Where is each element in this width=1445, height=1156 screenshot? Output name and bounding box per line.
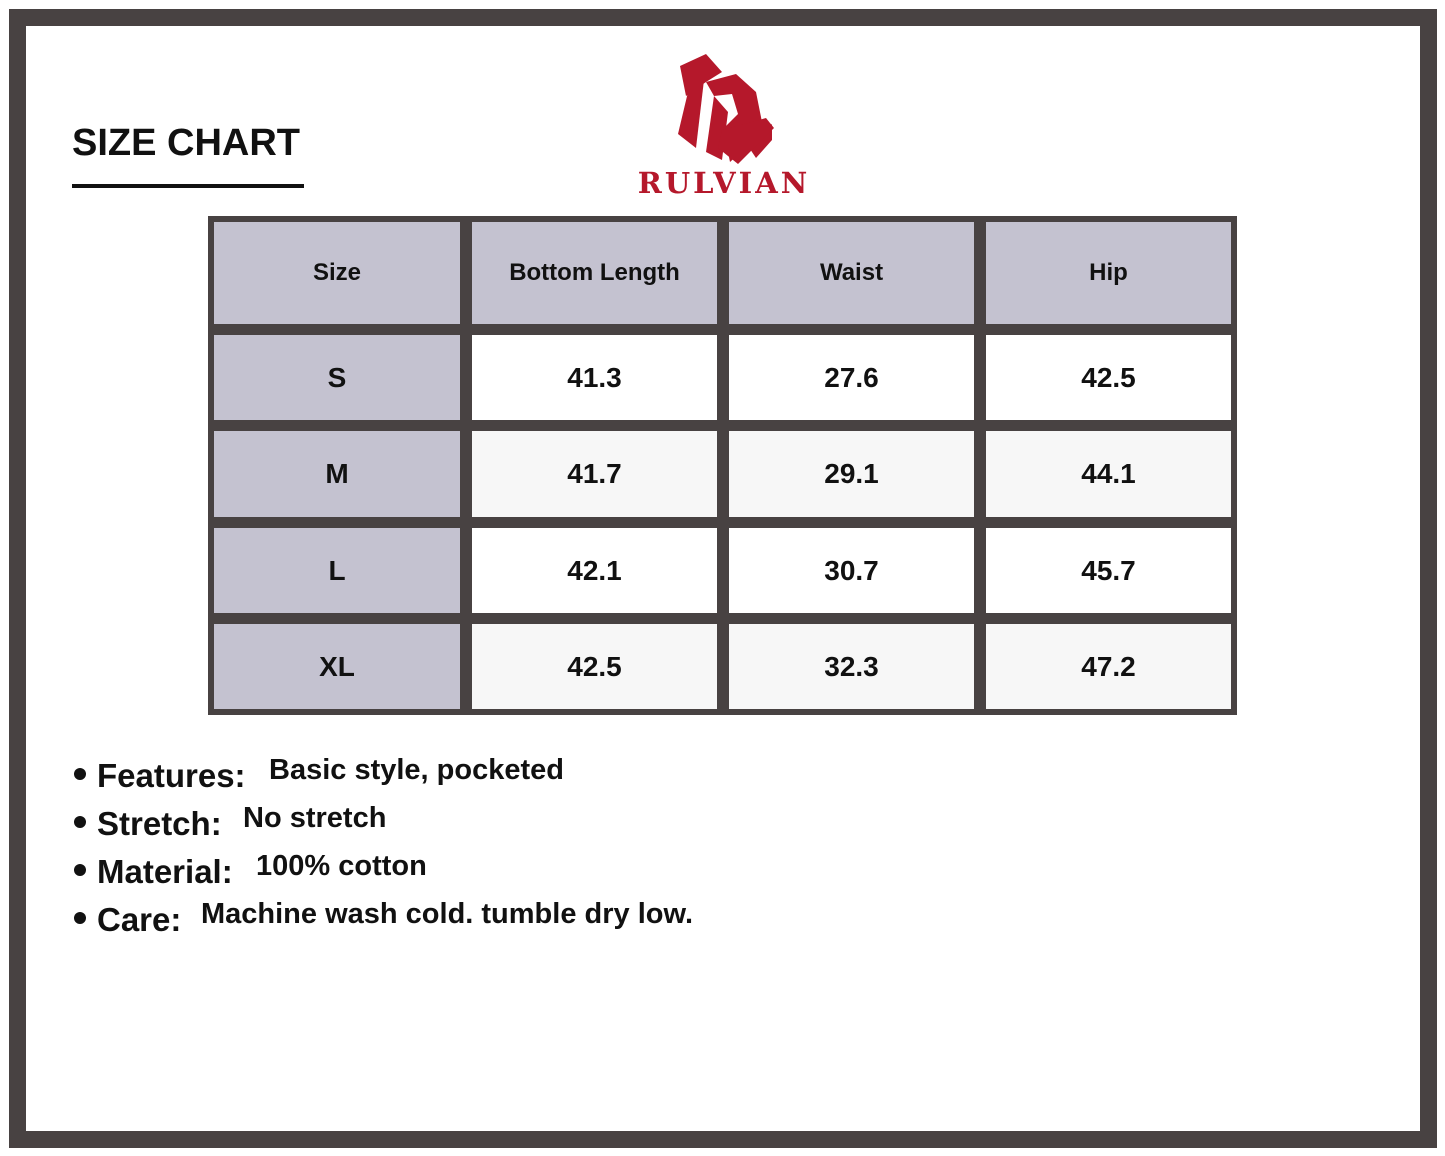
table-cell: 41.3 xyxy=(472,335,717,420)
feature-label: Stretch: xyxy=(97,805,222,842)
table-cell: 42.1 xyxy=(472,528,717,613)
feature-label: Material: xyxy=(97,853,233,890)
table-cell: 29.1 xyxy=(729,431,974,517)
table-cell: 41.7 xyxy=(472,431,717,517)
table-cell: 27.6 xyxy=(729,335,974,420)
table-cell: 42.5 xyxy=(986,335,1231,420)
table-cell: 42.5 xyxy=(472,624,717,709)
table-header-cell: Size xyxy=(214,222,460,324)
bullet-icon xyxy=(74,864,86,876)
page-title: SIZE CHART xyxy=(72,122,300,164)
brand-name: RULVIAN xyxy=(637,166,811,200)
size-table: Size Bottom Length Waist Hip S 41.3 27.6 42.5 M 4… xyxy=(208,216,1237,715)
feature-label: Features: xyxy=(97,757,246,794)
bullet-icon xyxy=(74,912,86,924)
table-cell: 45.7 xyxy=(986,528,1231,613)
feature-value: No stretch xyxy=(243,802,387,834)
size-label-cell: M xyxy=(214,431,460,517)
table-header-cell: Waist xyxy=(729,222,974,324)
table-cell: 30.7 xyxy=(729,528,974,613)
feature-value: 100% cotton xyxy=(256,850,427,882)
feature-label: Care: xyxy=(97,901,182,938)
table-cell: 44.1 xyxy=(986,431,1231,517)
table-cell: 32.3 xyxy=(729,624,974,709)
table-header-cell: Hip xyxy=(986,222,1231,324)
size-label-cell: L xyxy=(214,528,460,613)
brand-logo xyxy=(678,54,774,164)
table-header-cell: Bottom Length xyxy=(472,222,717,324)
size-label-cell: XL xyxy=(214,624,460,709)
size-label-cell: S xyxy=(214,335,460,420)
bullet-icon xyxy=(74,768,86,780)
feature-value: Basic style, pocketed xyxy=(269,754,564,786)
title-underline xyxy=(72,184,304,188)
feature-value: Machine wash cold. tumble dry low. xyxy=(201,898,694,930)
bullet-icon xyxy=(74,816,86,828)
table-cell: 47.2 xyxy=(986,624,1231,709)
